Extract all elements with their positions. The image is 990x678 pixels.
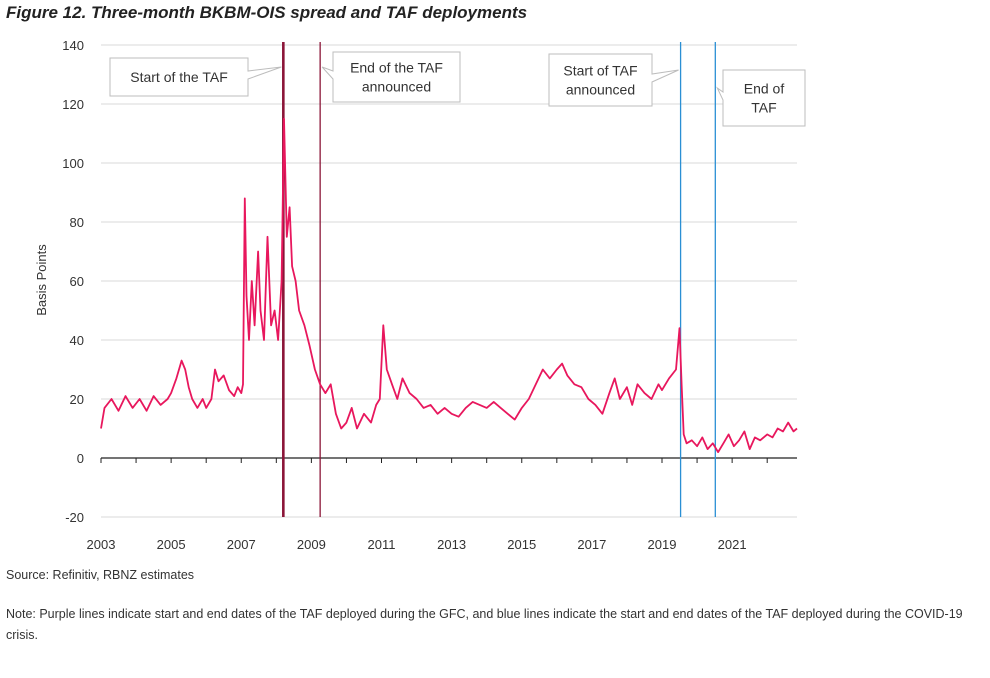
callout: End of the TAF announced [321, 51, 461, 103]
callout: Start of TAF announced [548, 53, 679, 107]
callout-label: announced [566, 82, 635, 98]
series-lines [100, 117, 798, 453]
y-tick-label: -20 [65, 510, 84, 525]
callout-box [109, 57, 282, 97]
x-tick-label: 2017 [577, 537, 606, 552]
gridlines [101, 44, 797, 518]
spread-series-line [100, 117, 798, 453]
x-tick-label: 2011 [368, 537, 396, 552]
callout-box [716, 69, 806, 127]
x-tick-label: 2003 [87, 537, 116, 552]
y-tick-label: 80 [70, 215, 84, 230]
y-axis-label: Basis Points [34, 244, 49, 316]
y-tick-label: 40 [70, 333, 84, 348]
callout-label: announced [362, 79, 431, 95]
y-axis-tick-labels: -20 0 20 40 60 80 100 120 140 [62, 38, 84, 525]
x-tick-label: 2009 [297, 537, 326, 552]
callout-box [321, 51, 461, 103]
y-tick-label: 20 [70, 392, 84, 407]
y-tick-label: 140 [62, 38, 84, 53]
callout-box [548, 53, 679, 107]
callout-label: End of the TAF [350, 60, 443, 76]
x-tick-label: 2015 [507, 537, 536, 552]
callout-label: End of [744, 81, 785, 97]
x-tick-label: 2019 [648, 537, 677, 552]
y-tick-label: 60 [70, 274, 84, 289]
callout: End of TAF [716, 69, 806, 127]
x-tick-label: 2013 [437, 537, 466, 552]
y-tick-label: 0 [77, 451, 84, 466]
callout: Start of the TAF [109, 57, 282, 97]
footnote: Note: Purple lines indicate start and en… [6, 607, 963, 642]
y-tick-label: 120 [62, 97, 84, 112]
y-tick-label: 100 [62, 156, 84, 171]
figure-title: Figure 12. Three-month BKBM-OIS spread a… [6, 3, 528, 22]
x-tick-label: 2021 [718, 537, 747, 552]
x-tick-label: 2005 [157, 537, 186, 552]
callout-label: TAF [751, 100, 776, 116]
x-axis: 2003 2005 2007 2009 2011 2013 2015 2017 2019 2021 [87, 457, 797, 552]
x-tick-label: 2007 [227, 537, 256, 552]
event-lines [282, 42, 716, 517]
source-note: Source: Refinitiv, RBNZ estimates [6, 568, 195, 582]
callout-label: Start of TAF [563, 63, 637, 79]
callout-label: Start of the TAF [130, 69, 228, 85]
